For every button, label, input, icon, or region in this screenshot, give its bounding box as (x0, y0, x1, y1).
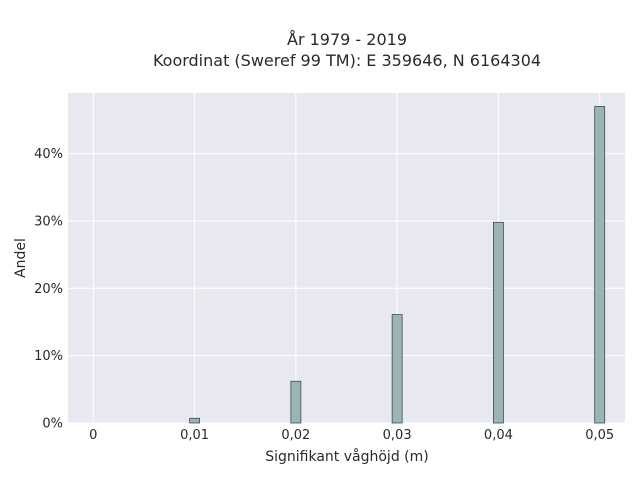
x-tick-label: 0,03 (383, 428, 412, 443)
y-tick-label: 40% (34, 147, 63, 162)
bar (189, 417, 200, 424)
plot-area (68, 93, 625, 423)
x-tick-label: 0 (89, 428, 97, 443)
chart-title: År 1979 - 2019 (287, 30, 407, 49)
bar (493, 221, 504, 424)
y-tick-label: 20% (34, 282, 63, 297)
bar (391, 314, 403, 424)
x-tick-label: 0,05 (585, 428, 614, 443)
bars (189, 106, 606, 424)
bar (594, 106, 606, 424)
x-tick-label: 0,04 (484, 428, 513, 443)
y-tick-label: 10% (34, 349, 63, 364)
chart-subtitle: Koordinat (Sweref 99 TM): E 359646, N 61… (153, 51, 541, 70)
y-tick-label: 0% (42, 417, 63, 432)
x-tick-label: 0,01 (180, 428, 209, 443)
x-axis-label: Signifikant våghöjd (m) (265, 448, 428, 465)
x-axis-ticks: 0 0,01 0,02 0,03 0,04 0,05 (89, 428, 614, 443)
y-axis-ticks: 0% 10% 20% 30% 40% (34, 147, 63, 431)
bar (290, 380, 302, 424)
x-tick-label: 0,02 (281, 428, 310, 443)
y-tick-label: 30% (34, 214, 63, 229)
y-axis-label: Andel (13, 238, 29, 278)
